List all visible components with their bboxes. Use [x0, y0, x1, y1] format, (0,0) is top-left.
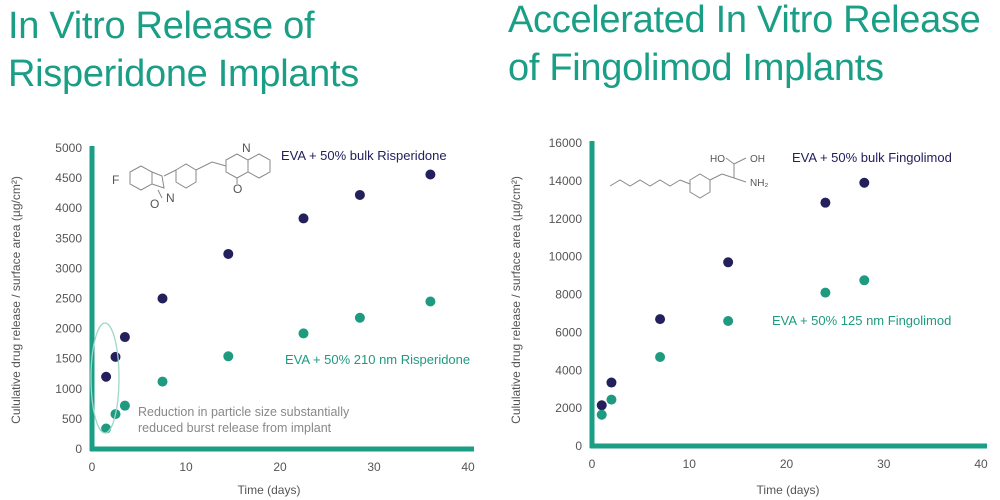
fingolimod-y-tick-label: 4000 [555, 363, 582, 377]
risperidone-y-tick-label: 3500 [55, 231, 82, 245]
annotation-line-1: Reduction in particle size substantially [138, 405, 350, 419]
risperidone-y-tick-label: 1500 [55, 352, 82, 366]
risperidone-series-0-point [354, 189, 365, 200]
fingolimod-series-0-point [723, 257, 734, 268]
risperidone-x-tick-label: 30 [367, 460, 381, 474]
risperidone-series-1-point [425, 296, 436, 307]
fingolimod-x-tick-label: 30 [877, 457, 891, 471]
burst-release-highlight-ellipse [90, 322, 120, 434]
molecule-atom-n: N [166, 191, 175, 205]
fingolimod-x-tick-label: 40 [974, 457, 988, 471]
fingolimod-series-1-point [596, 409, 607, 420]
series-label-210nm-risperidone: EVA + 50% 210 nm Risperidone [285, 352, 470, 367]
risperidone-y-tick-label: 1000 [55, 382, 82, 396]
risperidone-y-tick-label: 4000 [55, 201, 82, 215]
molecule-atom-f: F [112, 173, 119, 187]
fingolimod-series-0-point [596, 400, 607, 411]
risperidone-series-0-point [425, 169, 436, 180]
fingolimod-y-tick-label: 6000 [555, 325, 582, 339]
risperidone-molecule-structure [129, 153, 271, 199]
fingolimod-series-1-point [723, 316, 734, 327]
series-label-125nm-fingolimod: EVA + 50% 125 nm Fingolimod [772, 313, 951, 328]
chart-title-fingolimod-text: Accelerated In Vitro Release of Fingolim… [508, 0, 981, 89]
fingolimod-x-tick-label: 20 [780, 457, 794, 471]
series-label-bulk-fingolimod: EVA + 50% bulk Fingolimod [792, 150, 952, 165]
fingolimod-series-1-point [606, 394, 617, 405]
fingolimod-x-tick-label: 10 [683, 457, 697, 471]
fingolimod-series-0-point [655, 314, 666, 325]
risperidone-y-tick-label: 3000 [55, 261, 82, 275]
risperidone-series-0-point [157, 293, 168, 304]
annotation-line-2: reduced burst release from implant [138, 421, 332, 435]
molecule-group-ho: HO [710, 154, 725, 165]
risperidone-y-tick-label: 4500 [55, 171, 82, 185]
risperidone-series-1-point [223, 351, 234, 362]
fingolimod-series-0-point [606, 377, 617, 388]
fingolimod-y-tick-label: 8000 [555, 288, 582, 302]
fingolimod-series-0-point [859, 177, 870, 188]
risperidone-y-tick-label: 2500 [55, 292, 82, 306]
y-axis-title-fingolimod: Cululative drug release / surface area (… [509, 176, 523, 424]
fingolimod-y-tick-label: 10000 [549, 250, 583, 264]
risperidone-x-tick-label: 20 [273, 460, 287, 474]
molecule-group-oh: OH [750, 154, 765, 165]
risperidone-series-0-point [119, 332, 130, 343]
fingolimod-y-tick-label: 14000 [549, 174, 583, 188]
y-axis-title-risperidone: Cululative drug release / surface area (… [9, 176, 23, 424]
chart-title-risperidone-text: In Vitro Release of Risperidone Implants [8, 5, 359, 95]
fingolimod-y-tick-label: 2000 [555, 401, 582, 415]
fingolimod-series-1-point [655, 351, 666, 362]
molecule-atom-n2: N [242, 141, 251, 155]
risperidone-y-tick-label: 2000 [55, 322, 82, 336]
risperidone-series-0-point [110, 351, 121, 362]
x-axis-title-risperidone: Time (days) [238, 483, 301, 497]
fingolimod-x-tick-label: 0 [589, 457, 596, 471]
risperidone-series-0-point [223, 248, 234, 259]
risperidone-series-1-point [119, 400, 130, 411]
chart-title-fingolimod: Accelerated In Vitro Release of Fingolim… [508, 0, 998, 92]
risperidone-x-tick-label: 40 [461, 460, 475, 474]
x-axis-title-fingolimod: Time (days) [757, 483, 820, 497]
molecule-atom-o2: O [233, 182, 242, 196]
risperidone-series-0-point [298, 213, 309, 224]
risperidone-series-0-point [101, 371, 112, 382]
fingolimod-series-1-point [859, 275, 870, 286]
series-label-bulk-risperidone: EVA + 50% bulk Risperidone [281, 148, 447, 163]
risperidone-series-1-point [298, 328, 309, 339]
risperidone-series-1-point [354, 312, 365, 323]
fingolimod-molecule-structure [609, 157, 747, 199]
molecule-group-nh2: NH₂ [750, 178, 768, 189]
chart-title-risperidone: In Vitro Release of Risperidone Implants [8, 2, 468, 98]
molecule-atom-o: O [150, 197, 159, 211]
risperidone-x-tick-label: 0 [89, 460, 96, 474]
risperidone-y-tick-label: 0 [75, 442, 82, 456]
fingolimod-y-tick-label: 12000 [549, 212, 583, 226]
fingolimod-chart: HO OH NH₂ 0 2000 4000 6000 8000 10000 12000 140… [509, 136, 988, 497]
fingolimod-y-tick-label: 0 [575, 439, 582, 453]
risperidone-x-tick-label: 10 [179, 460, 193, 474]
risperidone-y-tick-label: 500 [62, 412, 82, 426]
risperidone-series-1-point [157, 376, 168, 387]
fingolimod-y-tick-label: 16000 [549, 136, 583, 150]
fingolimod-series-0-point [820, 197, 831, 208]
risperidone-chart: F O N O N 0 500 1000 1500 2000 2500 3000 3500 40… [9, 141, 475, 497]
risperidone-y-tick-label: 5000 [55, 141, 82, 155]
fingolimod-series-1-point [820, 287, 831, 298]
